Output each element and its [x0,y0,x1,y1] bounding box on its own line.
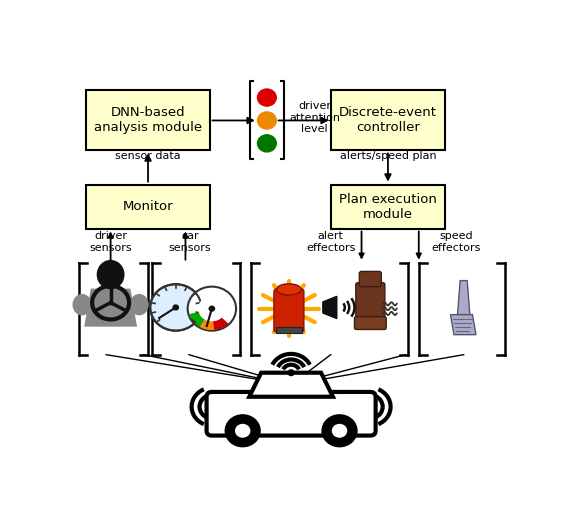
FancyBboxPatch shape [207,392,375,436]
FancyBboxPatch shape [331,185,445,229]
Wedge shape [200,319,214,330]
Circle shape [257,112,276,129]
Text: car
sensors: car sensors [169,231,211,253]
FancyBboxPatch shape [360,271,381,287]
Ellipse shape [73,295,91,315]
Ellipse shape [131,295,148,315]
Text: speed
effectors: speed effectors [432,231,481,253]
Text: driver
attention
level: driver attention level [289,101,340,134]
Text: sensor data: sensor data [115,151,181,162]
Circle shape [331,423,348,439]
Polygon shape [450,315,476,335]
Circle shape [198,296,225,321]
Circle shape [257,89,276,106]
Ellipse shape [98,261,124,289]
Circle shape [209,306,215,311]
Circle shape [288,370,294,375]
Text: DNN-based
analysis module: DNN-based analysis module [94,107,202,135]
Polygon shape [457,281,470,315]
Text: driver
sensors: driver sensors [89,231,132,253]
FancyBboxPatch shape [356,283,385,322]
Polygon shape [249,373,333,397]
Circle shape [323,415,356,446]
Text: Plan execution
module: Plan execution module [339,192,437,220]
FancyBboxPatch shape [86,90,210,150]
Polygon shape [84,289,137,327]
FancyBboxPatch shape [86,185,210,229]
Ellipse shape [277,284,301,295]
Circle shape [150,284,201,331]
Text: Monitor: Monitor [123,200,173,213]
Text: alerts/speed plan: alerts/speed plan [340,151,436,162]
Wedge shape [189,312,205,327]
Circle shape [173,305,178,310]
Circle shape [226,415,260,446]
Circle shape [234,423,252,439]
Text: Discrete-event
controller: Discrete-event controller [339,107,437,135]
Circle shape [187,287,236,331]
Polygon shape [323,296,337,319]
Bar [275,328,302,333]
Wedge shape [213,318,228,330]
FancyBboxPatch shape [274,289,304,332]
FancyBboxPatch shape [331,90,445,150]
Circle shape [257,135,276,152]
Text: alert
effectors: alert effectors [306,231,356,253]
FancyBboxPatch shape [354,317,386,330]
